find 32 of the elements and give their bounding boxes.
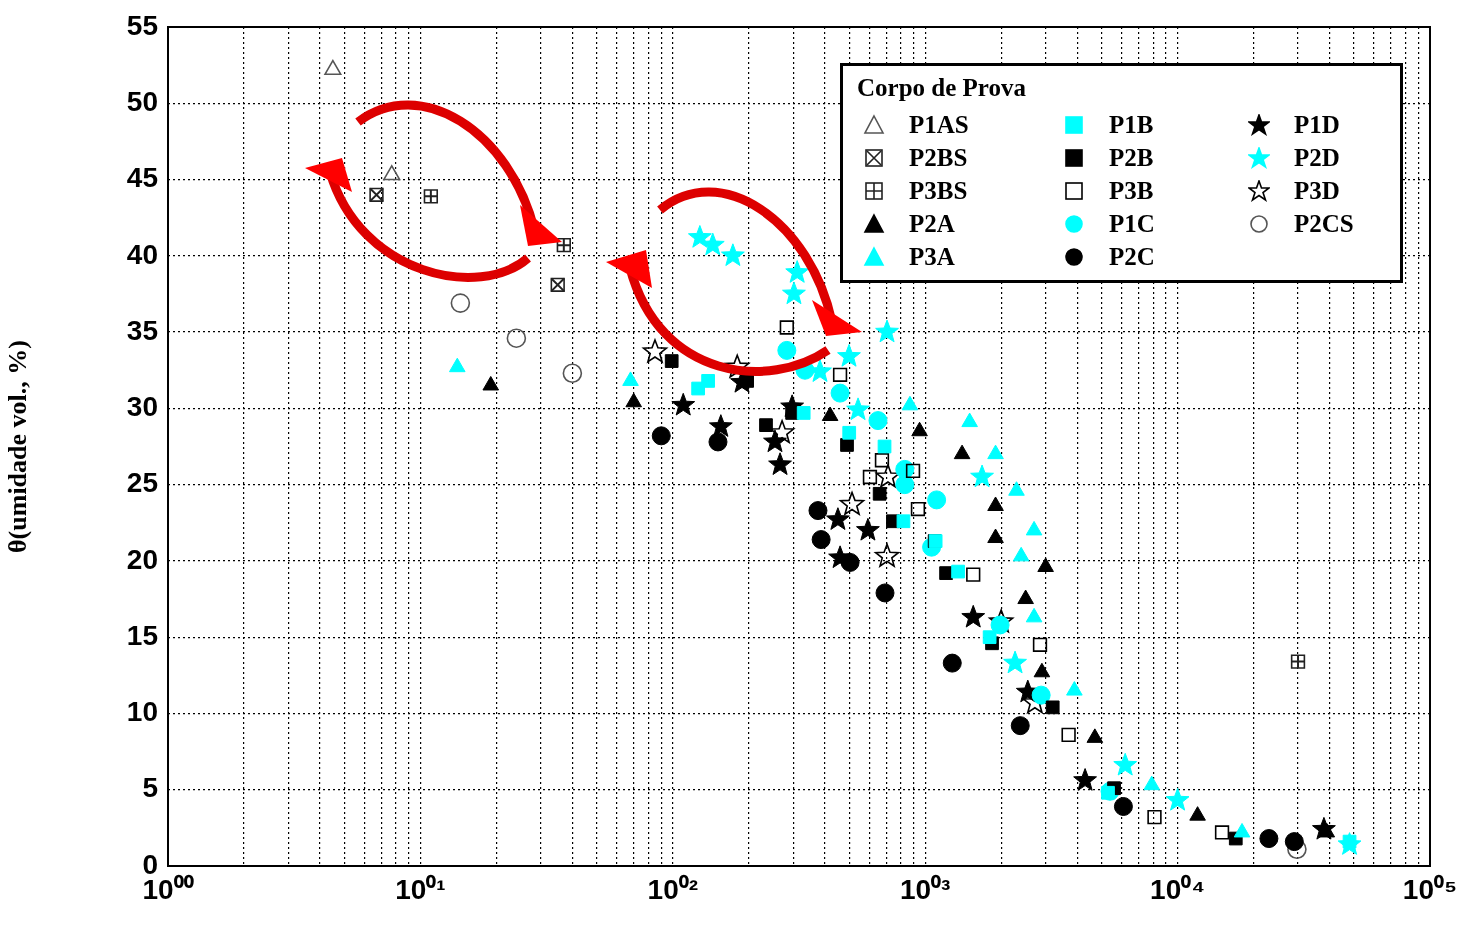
legend-label: P2A [909, 209, 955, 238]
y-tick-label: 45 [126, 162, 158, 194]
legend-title: Corpo de Prova [857, 74, 1026, 102]
y-tick-label: 5 [142, 772, 158, 804]
y-tick-label: 35 [126, 314, 158, 346]
legend-label: P2D [1294, 143, 1340, 172]
legend-label: P1C [1109, 209, 1155, 238]
y-tick-label: 40 [126, 238, 158, 270]
legend-label: P3A [909, 242, 955, 271]
y-tick-label: 15 [126, 619, 158, 651]
y-tick-label: 30 [126, 391, 158, 423]
legend-label: P2BS [909, 143, 968, 172]
legend-label: P3D [1294, 176, 1340, 205]
y-tick-label: 55 [126, 9, 158, 41]
x-tick-label: 10⁰³ [899, 873, 951, 905]
y-tick-label: 10 [126, 696, 158, 728]
legend-label: P1AS [909, 110, 969, 139]
legend-label: P1B [1109, 110, 1154, 139]
legend-label: P3BS [909, 176, 968, 205]
legend-label: P2C [1109, 242, 1155, 271]
x-tick-label: 10⁰¹ [395, 873, 446, 905]
legend-label: P2B [1109, 143, 1154, 172]
y-axis-title: θ(umidade vol., %) [3, 340, 33, 553]
x-tick-label: 10⁰⁵ [1402, 873, 1458, 905]
legend-label: P1D [1294, 110, 1340, 139]
x-tick-label: 10⁰² [647, 873, 699, 905]
legend-label: P3B [1109, 176, 1154, 205]
y-tick-label: 20 [126, 543, 158, 575]
y-tick-label: 25 [126, 467, 158, 499]
x-tick-label: 10⁰⁴ [1150, 873, 1206, 905]
legend-label: P2CS [1294, 209, 1354, 238]
y-tick-label: 50 [126, 85, 158, 117]
